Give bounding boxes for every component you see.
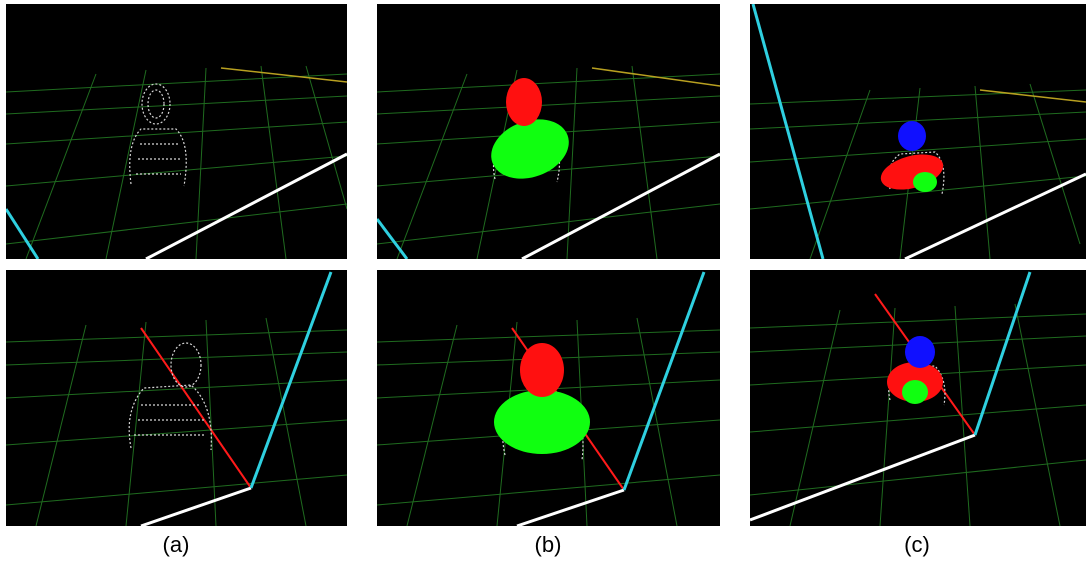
human-point-cloud <box>129 83 187 187</box>
ellipsoid-fit-scene <box>377 65 720 259</box>
ellipsoid-green <box>491 119 569 179</box>
panel-c-bottom-render <box>750 270 1086 526</box>
point-cloud <box>888 151 945 195</box>
axis-yellow <box>591 67 720 87</box>
axis-cyan <box>973 271 1032 436</box>
axis-cyan <box>249 271 333 489</box>
axis-white <box>904 172 1086 259</box>
ground-grid <box>750 83 1086 259</box>
caption-a: (a) <box>162 532 190 557</box>
point-cloud-scene <box>6 271 347 526</box>
point-cloud-scene <box>6 65 347 259</box>
ellipsoid-blue <box>905 336 935 368</box>
panel-b-top-render <box>377 4 720 259</box>
ellipsoid-green <box>494 390 590 454</box>
human-point-cloud <box>128 342 212 451</box>
axis-cyan <box>6 208 40 259</box>
ellipsoid-red <box>520 343 564 397</box>
ground-grid <box>6 65 347 259</box>
panel-a-top-render <box>6 4 347 259</box>
axis-white <box>516 488 625 526</box>
axis-cyan <box>751 4 825 259</box>
ellipsoid-green <box>902 380 928 404</box>
ellipsoid-red <box>506 78 542 126</box>
ground-grid <box>6 317 347 526</box>
caption-b: (b) <box>534 532 562 557</box>
ellipsoid-blue <box>898 121 926 151</box>
axis-cyan <box>622 271 706 491</box>
axis-red <box>140 327 252 489</box>
ellipsoid-green <box>913 172 937 192</box>
panel-b-bottom-render <box>377 270 720 526</box>
ellipsoid-fit-scene <box>750 4 1086 259</box>
panel-a-bottom-render <box>6 270 347 526</box>
axis-white <box>145 152 347 259</box>
axis-cyan <box>377 218 409 259</box>
ground-grid <box>750 303 1086 526</box>
axis-yellow <box>220 67 347 83</box>
ellipsoid-fit-scene <box>377 271 720 526</box>
panel-c-top-render <box>750 4 1086 259</box>
axis-white <box>140 486 252 526</box>
axis-white <box>750 433 976 522</box>
ellipsoid-fit-scene <box>750 271 1086 526</box>
axis-yellow <box>979 89 1086 103</box>
axis-white <box>521 152 720 259</box>
caption-c: (c) <box>904 532 930 557</box>
